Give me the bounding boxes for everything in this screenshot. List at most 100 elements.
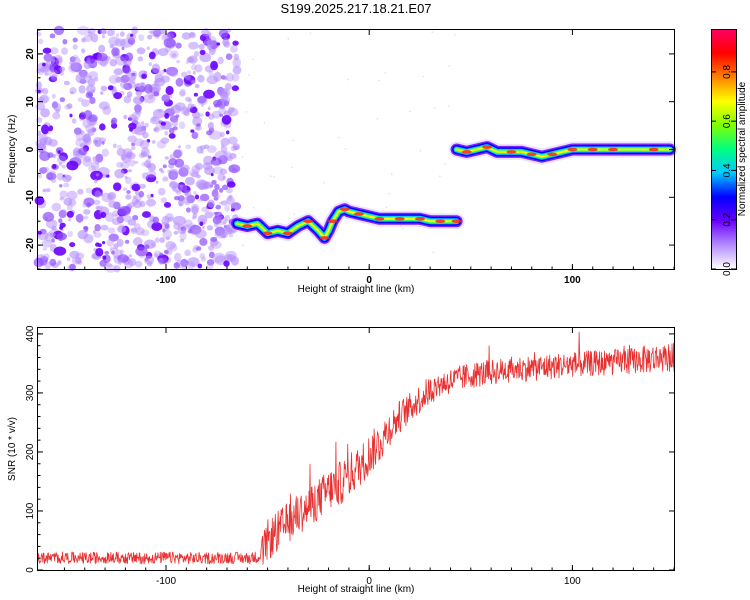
noise-blob (187, 257, 200, 267)
noise-blob (71, 62, 79, 71)
noise-blob (135, 260, 143, 268)
noise-blob (120, 31, 125, 37)
noise-blob (203, 38, 214, 47)
noise-blob (101, 148, 109, 157)
noise-blob (134, 126, 146, 136)
noise-blob (219, 131, 225, 138)
noise-blob (69, 113, 73, 118)
noise-blob (169, 180, 176, 187)
ridge-1-peak (526, 152, 537, 157)
noise-blob (42, 188, 47, 193)
noise-blob (48, 76, 58, 83)
noise-dot (270, 175, 272, 177)
noise-blob (42, 62, 46, 67)
noise-blob (58, 218, 63, 224)
noise-blob (56, 155, 67, 164)
noise-blob (108, 36, 121, 46)
noise-blob (83, 136, 92, 146)
noise-blob (179, 238, 185, 243)
noise-blob (57, 260, 62, 266)
noise-blob (95, 160, 99, 165)
noise-blob (208, 113, 215, 120)
noise-blob (124, 72, 137, 82)
noise-blob (69, 263, 76, 271)
noise-blob (66, 204, 73, 211)
noise-dot (444, 163, 446, 165)
noise-blob (128, 254, 133, 258)
noise-blob (148, 62, 152, 66)
noise-blob (100, 85, 108, 92)
noise-blob (199, 253, 206, 259)
noise-blob (186, 207, 191, 213)
noise-blob (112, 143, 117, 148)
noise-blob (83, 225, 89, 230)
noise-blob (163, 202, 172, 208)
noise-blob (126, 91, 133, 98)
noise-blob (113, 182, 122, 191)
noise-blob (120, 80, 128, 89)
noise-blob (42, 47, 52, 54)
noise-blob (72, 44, 78, 50)
noise-blob (56, 232, 68, 241)
noise-blob (69, 61, 73, 65)
noise-blob (216, 42, 221, 46)
noise-blob (117, 259, 123, 265)
noise-blob (132, 96, 144, 105)
noise-blob (155, 180, 159, 184)
noise-blob (171, 104, 182, 114)
noise-blob (213, 211, 219, 215)
noise-blob (154, 237, 160, 243)
noise-blob (148, 94, 154, 100)
noise-blob (107, 28, 115, 37)
noise-blob (110, 119, 116, 125)
noise-blob (199, 113, 204, 117)
noise-blob (131, 111, 141, 119)
noise-blob (100, 211, 107, 219)
noise-blob (78, 117, 85, 122)
noise-blob (121, 46, 125, 51)
noise-blob (143, 93, 156, 104)
noise-blob (96, 53, 108, 62)
noise-blob (164, 156, 169, 160)
noise-blob (191, 131, 199, 140)
noise-blob (112, 210, 118, 217)
noise-blob (159, 29, 166, 35)
noise-blob (228, 194, 233, 198)
noise-blob (39, 95, 50, 103)
noise-blob (138, 34, 145, 42)
noise-blob (41, 124, 49, 135)
noise-blob (51, 202, 62, 212)
noise-blob (146, 46, 150, 50)
noise-dot (385, 206, 388, 208)
ridge-1-peak (648, 147, 659, 152)
noise-blob (172, 119, 179, 127)
noise-blob (63, 212, 67, 216)
noise-blob (214, 183, 220, 191)
noise-blob (198, 43, 205, 50)
noise-blob (89, 96, 96, 105)
ridge-0-peak (435, 219, 446, 223)
noise-blob (168, 127, 175, 134)
noise-blob (90, 89, 95, 93)
noise-blob (71, 118, 77, 124)
noise-blob (127, 169, 132, 173)
noise-blob (179, 121, 186, 129)
noise-blob (122, 66, 132, 74)
noise-blob (75, 73, 86, 84)
noise-blob (33, 257, 44, 268)
noise-blob (169, 153, 177, 160)
noise-blob (68, 218, 72, 222)
noise-blob (202, 226, 205, 229)
noise-blob (100, 91, 104, 95)
noise-blob (175, 114, 180, 118)
noise-blob (215, 228, 223, 237)
snr-panel: -100 0 100 0 100 200 300 400 Height of straight… (7, 325, 675, 595)
noise-dot (287, 37, 290, 40)
noise-blob (124, 239, 130, 244)
snr-y-tick-label: 400 (25, 325, 36, 342)
noise-blob (151, 222, 163, 232)
noise-dot (378, 79, 380, 82)
colorbar-ticks: 0.0 0.2 0.4 0.6 0.8 (711, 64, 736, 276)
noise-dot (292, 139, 295, 142)
noise-blob (128, 122, 137, 130)
